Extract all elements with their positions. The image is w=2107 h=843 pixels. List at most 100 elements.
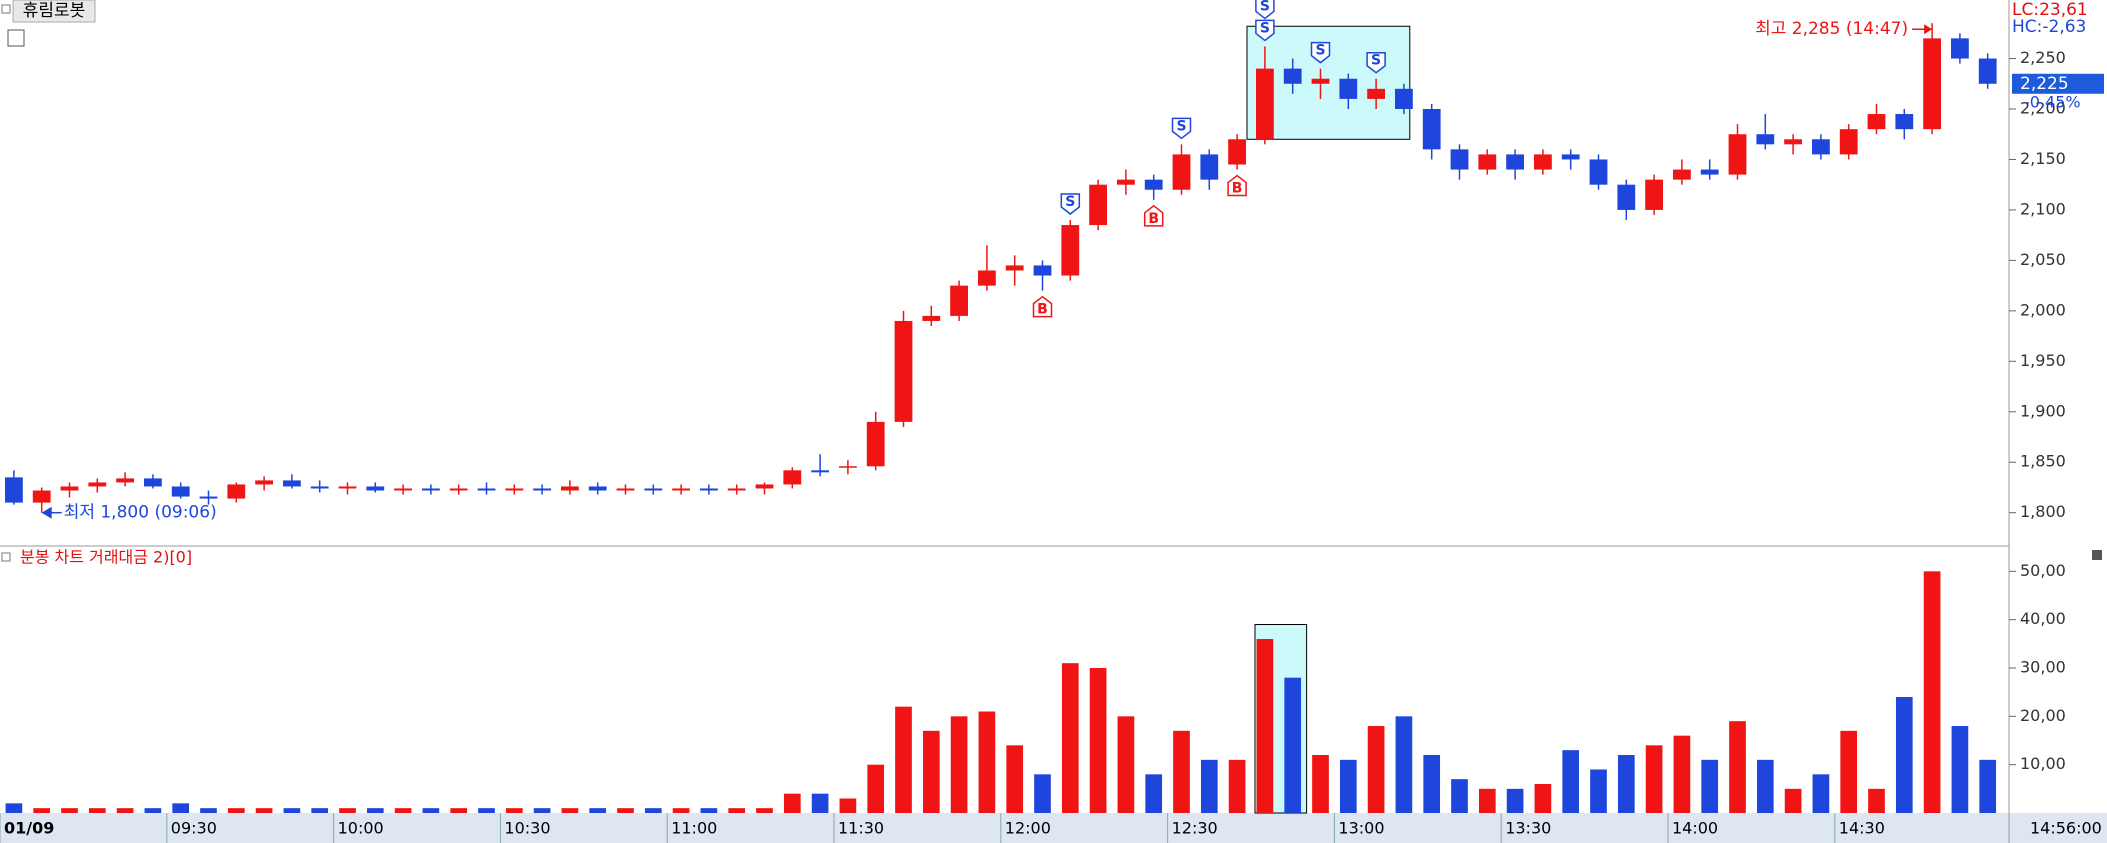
candle-body: [727, 488, 746, 491]
y-tick-label: 2,050: [2020, 250, 2066, 269]
candle-body: [1978, 58, 1997, 84]
volume-bar: [617, 808, 634, 813]
volume-bar: [1034, 774, 1051, 813]
signal-label: S: [1176, 118, 1186, 134]
candle-body: [1367, 88, 1385, 99]
y-tick-label: 1,950: [2020, 351, 2066, 370]
volume-bar: [1979, 759, 1997, 813]
signal-marker: [1310, 41, 1331, 64]
volume-bar: [589, 808, 607, 813]
volume-bar: [1756, 759, 1774, 813]
panel-close[interactable]: [2092, 550, 2102, 560]
volume-bar: [1089, 668, 1107, 813]
volume-bar: [895, 706, 912, 813]
volume-bar: [255, 808, 273, 813]
panel-icon: [1, 552, 11, 562]
last-price: 2,225: [2020, 74, 2069, 94]
candle-body: [1311, 78, 1330, 84]
candle-body: [783, 470, 802, 485]
candle-body: [477, 488, 496, 491]
candle-body: [144, 478, 162, 487]
x-cursor-label: 14:56:00: [2030, 819, 2102, 838]
volume-bar: [700, 808, 718, 813]
volume-bar: [366, 808, 384, 813]
candle-body: [1756, 134, 1775, 145]
signal-marker: [1171, 117, 1192, 140]
volume-bar: [394, 808, 412, 813]
volume-bar: [811, 793, 829, 813]
candle-body: [1700, 169, 1719, 175]
candle-body: [1228, 139, 1246, 165]
x-tick-label: 09:30: [171, 819, 217, 838]
candle-body: [616, 488, 635, 491]
grid-icon[interactable]: [7, 29, 25, 47]
candle-body: [32, 490, 51, 503]
volume-bar: [200, 808, 217, 813]
volume-bar: [1701, 759, 1719, 813]
candle-body: [1728, 134, 1747, 175]
volume-bar: [5, 803, 23, 813]
candle-body: [1812, 139, 1830, 155]
candle-body: [978, 270, 996, 286]
y-tick-label: 30,00: [2020, 658, 2066, 677]
candle-body: [1395, 88, 1413, 109]
y-tick-label: 1,800: [2020, 502, 2066, 521]
title-box[interactable]: [12, 0, 96, 23]
volume-bar: [1284, 677, 1302, 813]
candle-body: [1673, 169, 1691, 180]
volume-bar: [978, 711, 996, 813]
y-tick-label: 10,00: [2020, 754, 2066, 773]
candle-body: [1089, 184, 1107, 226]
volume-bar: [756, 808, 773, 813]
y-tick-label: 2,000: [2020, 300, 2066, 319]
candle-body: [644, 488, 663, 491]
volume-bar: [728, 808, 746, 813]
signal-marker: [1032, 295, 1053, 318]
hc-label: HC:-2,63: [2012, 17, 2086, 37]
volume-bar: [1145, 774, 1163, 813]
candle-body: [1784, 139, 1802, 145]
candle-body: [1422, 109, 1441, 150]
volume-bar: [783, 793, 801, 813]
volume-bar: [1312, 755, 1329, 813]
signal-label: B: [1232, 181, 1243, 197]
candle-body: [171, 486, 190, 497]
volume-bar: [1367, 726, 1385, 813]
volume-bar: [1645, 745, 1663, 813]
x-tick-label: 10:30: [504, 819, 550, 838]
signal-label: S: [1371, 53, 1381, 69]
signal-marker: [1060, 193, 1081, 215]
y-tick-label: 2,200: [2020, 99, 2066, 118]
x-tick-label: 14:00: [1672, 819, 1718, 838]
x-tick-label: 13:30: [1505, 819, 1551, 838]
candle-body: [1645, 179, 1663, 210]
volume-bar: [644, 808, 662, 813]
candle-body: [5, 477, 23, 503]
candle-body: [1283, 68, 1302, 84]
candle-body: [922, 315, 941, 321]
y-tick-label: 1,900: [2020, 401, 2066, 420]
candle-body: [1506, 154, 1524, 170]
volume-bar: [33, 808, 51, 813]
volume-bar: [1506, 788, 1524, 813]
y-tick-label: 40,00: [2020, 609, 2066, 628]
volume-bar: [1784, 788, 1802, 813]
volume-bar: [1895, 697, 1913, 813]
volume-bar: [1256, 639, 1274, 813]
candle-body: [839, 466, 857, 468]
price-box: [2012, 73, 2104, 94]
volume-bar: [1061, 663, 1079, 813]
candle-body: [283, 480, 301, 487]
candle-body: [755, 484, 774, 489]
candle-body: [1144, 179, 1163, 190]
volume-bar: [1923, 571, 1941, 813]
candle-body: [866, 421, 885, 467]
x-tick-label: 11:30: [838, 819, 884, 838]
volume-bar: [839, 798, 857, 813]
candle-body: [255, 480, 273, 485]
candle-body: [1005, 265, 1024, 271]
volume-title: 분봉 차트 거래대금 2)[0]: [20, 548, 192, 567]
low-arrowhead: [41, 506, 52, 519]
volume-bar: [339, 808, 356, 813]
